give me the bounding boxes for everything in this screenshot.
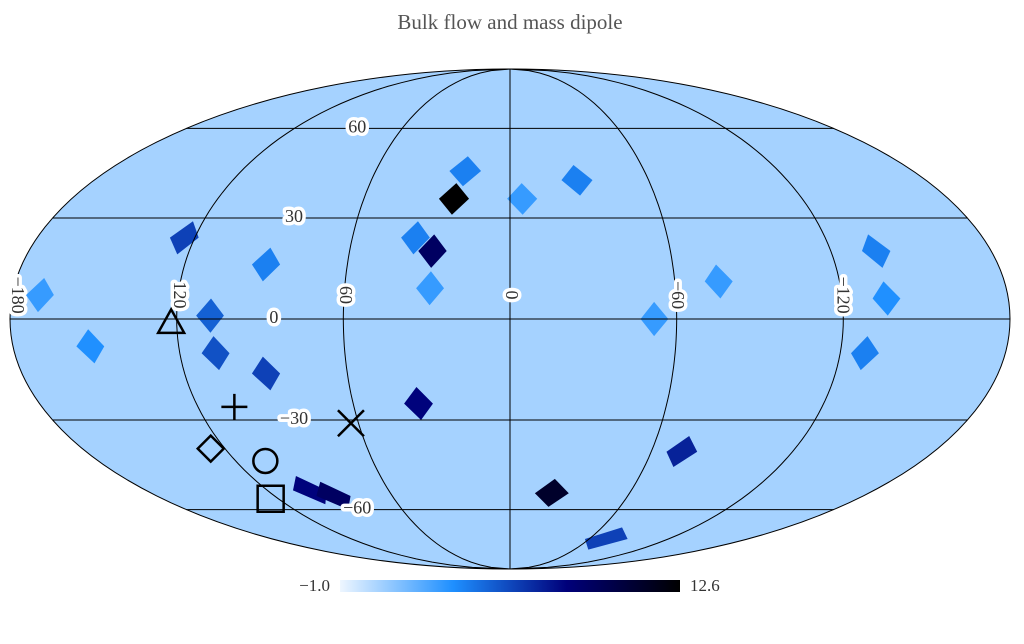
sky-pixel [26,277,54,313]
sky-pixel [418,234,447,268]
sky-pixel [861,234,891,268]
longitude-label: −120 [834,276,854,313]
sky-pixel [292,475,327,505]
sky-pixel [251,247,281,282]
sky-pixel [507,183,538,215]
colorbar-label: −1.0 [299,576,330,595]
longitude-label: −180 [8,276,28,313]
sky-pixel [704,264,733,299]
sky-pixel [666,436,698,468]
marker-plus [221,393,248,420]
longitude-label: −60 [668,281,688,309]
sky-pixel [534,478,569,507]
meridian-line [509,68,678,570]
sky-pixel [196,298,224,333]
sky-pixel [404,387,433,420]
sky-pixel [416,271,445,306]
sky-pixel [561,165,593,196]
sky-pixel [169,221,199,255]
sky-pixel [872,281,901,316]
sky-pixel [449,156,482,187]
latitude-label: 0 [269,307,278,327]
marker-circle [252,447,279,475]
sky-pixel [201,336,230,371]
colorbar [340,580,680,592]
latitude-label: 30 [285,206,303,226]
sky-pixel [316,481,351,510]
longitude-label: 60 [336,286,356,304]
marker-triangle [156,306,187,335]
longitude-label: 120 [170,282,190,309]
chart-title: Bulk flow and mass dipole [397,10,622,34]
latitude-label: 60 [348,117,366,137]
meridian-line [509,68,844,570]
sky-pixel [401,221,430,255]
sky-pixel [850,336,879,371]
sky-pixel [251,356,281,391]
latitude-label: −60 [343,498,371,518]
longitude-label: 0 [502,291,522,300]
marker-cross [337,409,365,438]
latitude-label: −30 [280,408,308,428]
marker-diamond [195,433,226,464]
sky-pixel [438,183,470,215]
sky-pixel [584,527,628,550]
map-boundary [9,68,1011,570]
colorbar-label: 12.6 [690,576,720,595]
sky-pixel [76,329,105,364]
marker-square [256,484,285,514]
meridian-line [342,68,511,570]
